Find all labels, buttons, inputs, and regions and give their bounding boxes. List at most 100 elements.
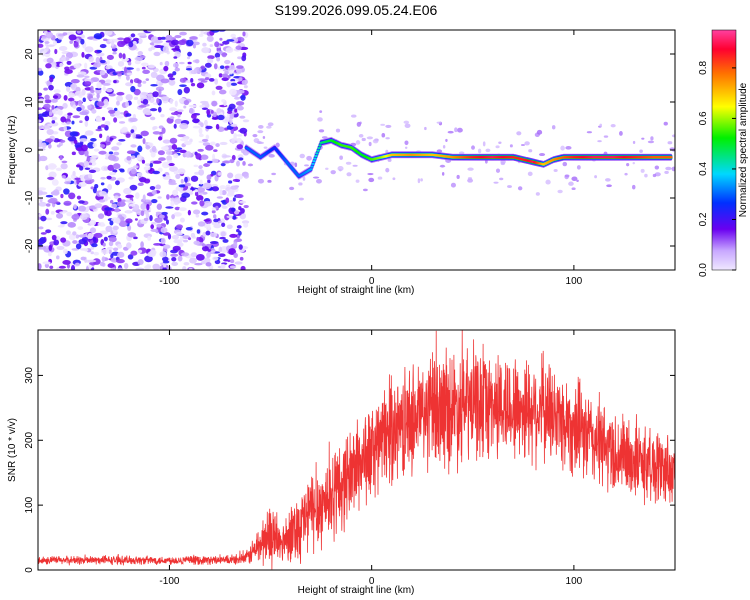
noise-blob [149, 162, 153, 168]
noise-blob [267, 122, 274, 127]
noise-blob [219, 37, 223, 41]
noise-blob [106, 246, 114, 250]
noise-blob [235, 45, 242, 50]
noise-blob [112, 163, 121, 170]
noise-blob [226, 110, 233, 115]
noise-blob [198, 127, 203, 135]
noise-blob [206, 35, 214, 42]
colorbar-label: Normalized spectral amplitude [738, 82, 749, 217]
noise-blob [456, 174, 460, 180]
noise-blob [172, 71, 177, 76]
noise-blob [147, 236, 152, 241]
noise-blob [356, 121, 362, 127]
noise-blob [129, 117, 138, 122]
noise-blob [233, 252, 238, 258]
noise-blob [315, 178, 322, 184]
noise-blob [106, 107, 114, 110]
noise-blob [38, 245, 47, 250]
noise-blob [100, 176, 106, 180]
noise-blob [650, 136, 654, 141]
ridge-segment [318, 144, 322, 147]
noise-blob [72, 240, 78, 244]
noise-blob [189, 257, 197, 264]
noise-blob [60, 163, 68, 170]
noise-blob [198, 183, 204, 187]
noise-blob [120, 112, 124, 115]
noise-blob [62, 102, 68, 109]
noise-blob [76, 195, 82, 200]
noise-blob [105, 210, 112, 217]
noise-blob [150, 83, 158, 87]
noise-blob [169, 166, 179, 172]
noise-blob [536, 129, 543, 135]
noise-blob [55, 212, 64, 219]
noise-blob [72, 170, 76, 176]
colorbar-tick-label: 0.6 [698, 111, 709, 125]
noise-blob [93, 232, 103, 238]
noise-blob [234, 173, 244, 180]
noise-blob [87, 173, 93, 179]
noise-blob [205, 125, 213, 130]
noise-blob [81, 51, 85, 58]
noise-blob [234, 261, 243, 265]
noise-blob [127, 254, 134, 260]
noise-blob [183, 239, 189, 243]
noise-blob [485, 148, 491, 153]
x-tick-label: 100 [566, 276, 583, 287]
noise-blob [199, 179, 203, 185]
noise-blob [55, 167, 62, 171]
noise-blob [51, 234, 57, 241]
noise-blob [221, 99, 226, 103]
noise-blob [262, 136, 266, 139]
noise-blob [205, 230, 211, 236]
y-tick-label: 200 [24, 431, 35, 448]
noise-blob [243, 173, 249, 179]
noise-blob [53, 89, 61, 93]
noise-blob [38, 98, 46, 105]
noise-blob [159, 61, 163, 66]
noise-blob [210, 30, 220, 33]
noise-blob [173, 123, 177, 129]
noise-blob [152, 126, 158, 130]
noise-blob [538, 153, 546, 157]
noise-blob [258, 124, 264, 129]
noise-blob [58, 45, 68, 52]
noise-blob [195, 153, 202, 160]
noise-blob [108, 249, 112, 255]
spectrogram-heatmap [38, 30, 675, 270]
noise-blob [125, 94, 133, 101]
noise-blob [130, 168, 137, 175]
noise-blob [151, 221, 157, 225]
noise-blob [38, 141, 44, 148]
noise-blob [106, 175, 112, 180]
noise-blob [202, 42, 207, 47]
noise-blob [179, 149, 187, 154]
x-tick-label: 100 [566, 576, 583, 587]
noise-blob [67, 112, 73, 116]
noise-blob [117, 40, 126, 48]
noise-blob [200, 65, 206, 70]
noise-blob [150, 228, 159, 233]
noise-blob [113, 117, 118, 123]
noise-blob [632, 184, 636, 190]
noise-blob [174, 100, 178, 107]
noise-blob [47, 163, 57, 170]
noise-blob [626, 163, 630, 167]
noise-blob [191, 201, 198, 205]
noise-blob [667, 141, 673, 145]
noise-blob [174, 51, 181, 58]
noise-blob [88, 169, 97, 174]
noise-blob [68, 92, 76, 98]
noise-blob [606, 184, 612, 188]
noise-blob [571, 187, 576, 191]
colorbar: 0.0 0.2 0.4 0.6 0.8 Normalized spectral ampl… [698, 29, 749, 277]
noise-blob [95, 56, 100, 64]
noise-blob [214, 41, 220, 48]
noise-blob [66, 121, 71, 125]
noise-blob [130, 129, 135, 134]
noise-blob [420, 178, 423, 182]
noise-blob [517, 186, 523, 191]
noise-blob [243, 204, 249, 209]
noise-blob [358, 133, 364, 138]
